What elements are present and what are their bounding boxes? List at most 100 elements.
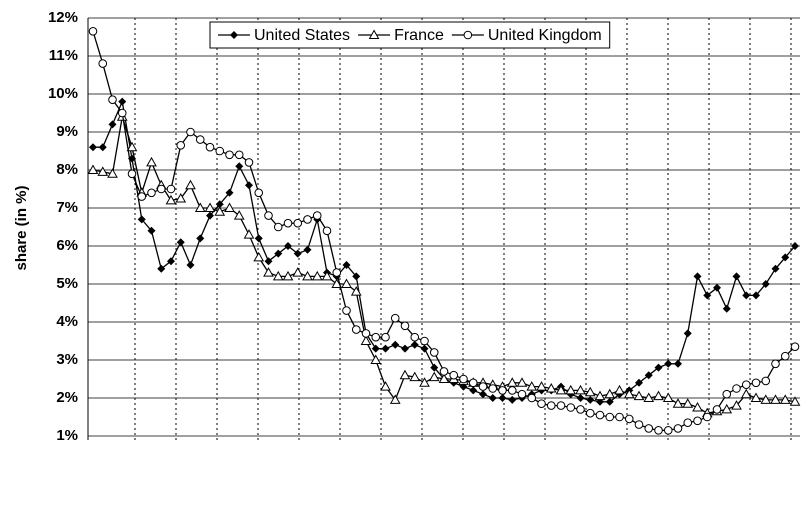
y-tick-label: 1% [56, 427, 78, 444]
point [89, 143, 97, 152]
point [624, 414, 634, 424]
point [566, 403, 576, 412]
point [195, 135, 205, 144]
point [419, 377, 430, 387]
point [498, 394, 507, 402]
point [342, 261, 351, 269]
point [263, 267, 274, 277]
point [761, 280, 770, 288]
point [488, 384, 498, 393]
y-axis-label: share (in %) [13, 185, 30, 270]
point [673, 424, 683, 433]
point [205, 142, 215, 152]
point [508, 395, 517, 404]
legend-label: France [394, 27, 444, 44]
point [430, 363, 439, 372]
point [479, 390, 487, 399]
point [233, 210, 245, 220]
point [274, 249, 283, 258]
point [292, 267, 304, 277]
point [692, 401, 703, 412]
point [693, 416, 702, 426]
point [498, 386, 507, 395]
point [604, 388, 616, 399]
point [254, 188, 264, 198]
point [370, 354, 382, 364]
point [771, 359, 780, 369]
series-line [93, 99, 796, 403]
point [517, 389, 527, 399]
legend-marker [368, 29, 380, 39]
point [361, 329, 371, 338]
point [215, 146, 225, 156]
point [118, 97, 127, 106]
point [653, 390, 664, 401]
point [740, 388, 752, 399]
point [732, 384, 741, 393]
y-tick-label: 4% [56, 313, 78, 330]
point [108, 95, 117, 104]
point [147, 188, 156, 198]
point [196, 234, 205, 243]
point [380, 381, 391, 391]
point [381, 332, 390, 342]
point [644, 424, 654, 433]
point [662, 392, 674, 402]
point [176, 238, 185, 247]
point [399, 369, 411, 380]
point [332, 268, 342, 277]
point [546, 401, 556, 410]
point [664, 359, 673, 368]
point [556, 401, 566, 410]
point [273, 222, 283, 232]
point [654, 363, 663, 372]
point [527, 393, 537, 403]
point [146, 156, 157, 167]
legend-label: United Kingdom [488, 27, 602, 44]
point [283, 218, 293, 228]
point [360, 335, 372, 345]
point [761, 376, 771, 386]
y-tick-label: 12% [48, 9, 78, 26]
point [536, 381, 547, 391]
point [303, 215, 312, 224]
point [194, 202, 206, 212]
point [594, 390, 606, 401]
point [420, 336, 429, 346]
point [98, 143, 107, 152]
point [410, 340, 419, 349]
legend [209, 21, 611, 49]
point [771, 264, 780, 273]
point [674, 359, 682, 368]
point [214, 206, 226, 216]
point [712, 405, 722, 414]
point [302, 270, 313, 281]
point [478, 382, 488, 391]
point [272, 270, 284, 281]
point [644, 371, 653, 380]
point [234, 150, 244, 160]
y-tick-label: 5% [56, 275, 78, 292]
point [389, 394, 401, 404]
point [605, 412, 615, 422]
point [351, 325, 361, 334]
point [565, 384, 577, 395]
y-tick-label: 11% [49, 47, 78, 64]
point [350, 286, 362, 296]
point [137, 215, 146, 224]
point [428, 371, 440, 382]
point [409, 371, 421, 382]
y-tick-label: 2% [56, 389, 78, 406]
point [615, 412, 624, 422]
point [468, 378, 478, 388]
point [254, 234, 263, 243]
vertical-grid [134, 18, 792, 440]
point [264, 211, 273, 220]
point [537, 399, 546, 409]
point [459, 374, 468, 384]
point [526, 381, 538, 391]
point [429, 348, 439, 357]
point [88, 27, 98, 36]
point [790, 342, 800, 352]
y-tick-label: 6% [56, 237, 78, 254]
